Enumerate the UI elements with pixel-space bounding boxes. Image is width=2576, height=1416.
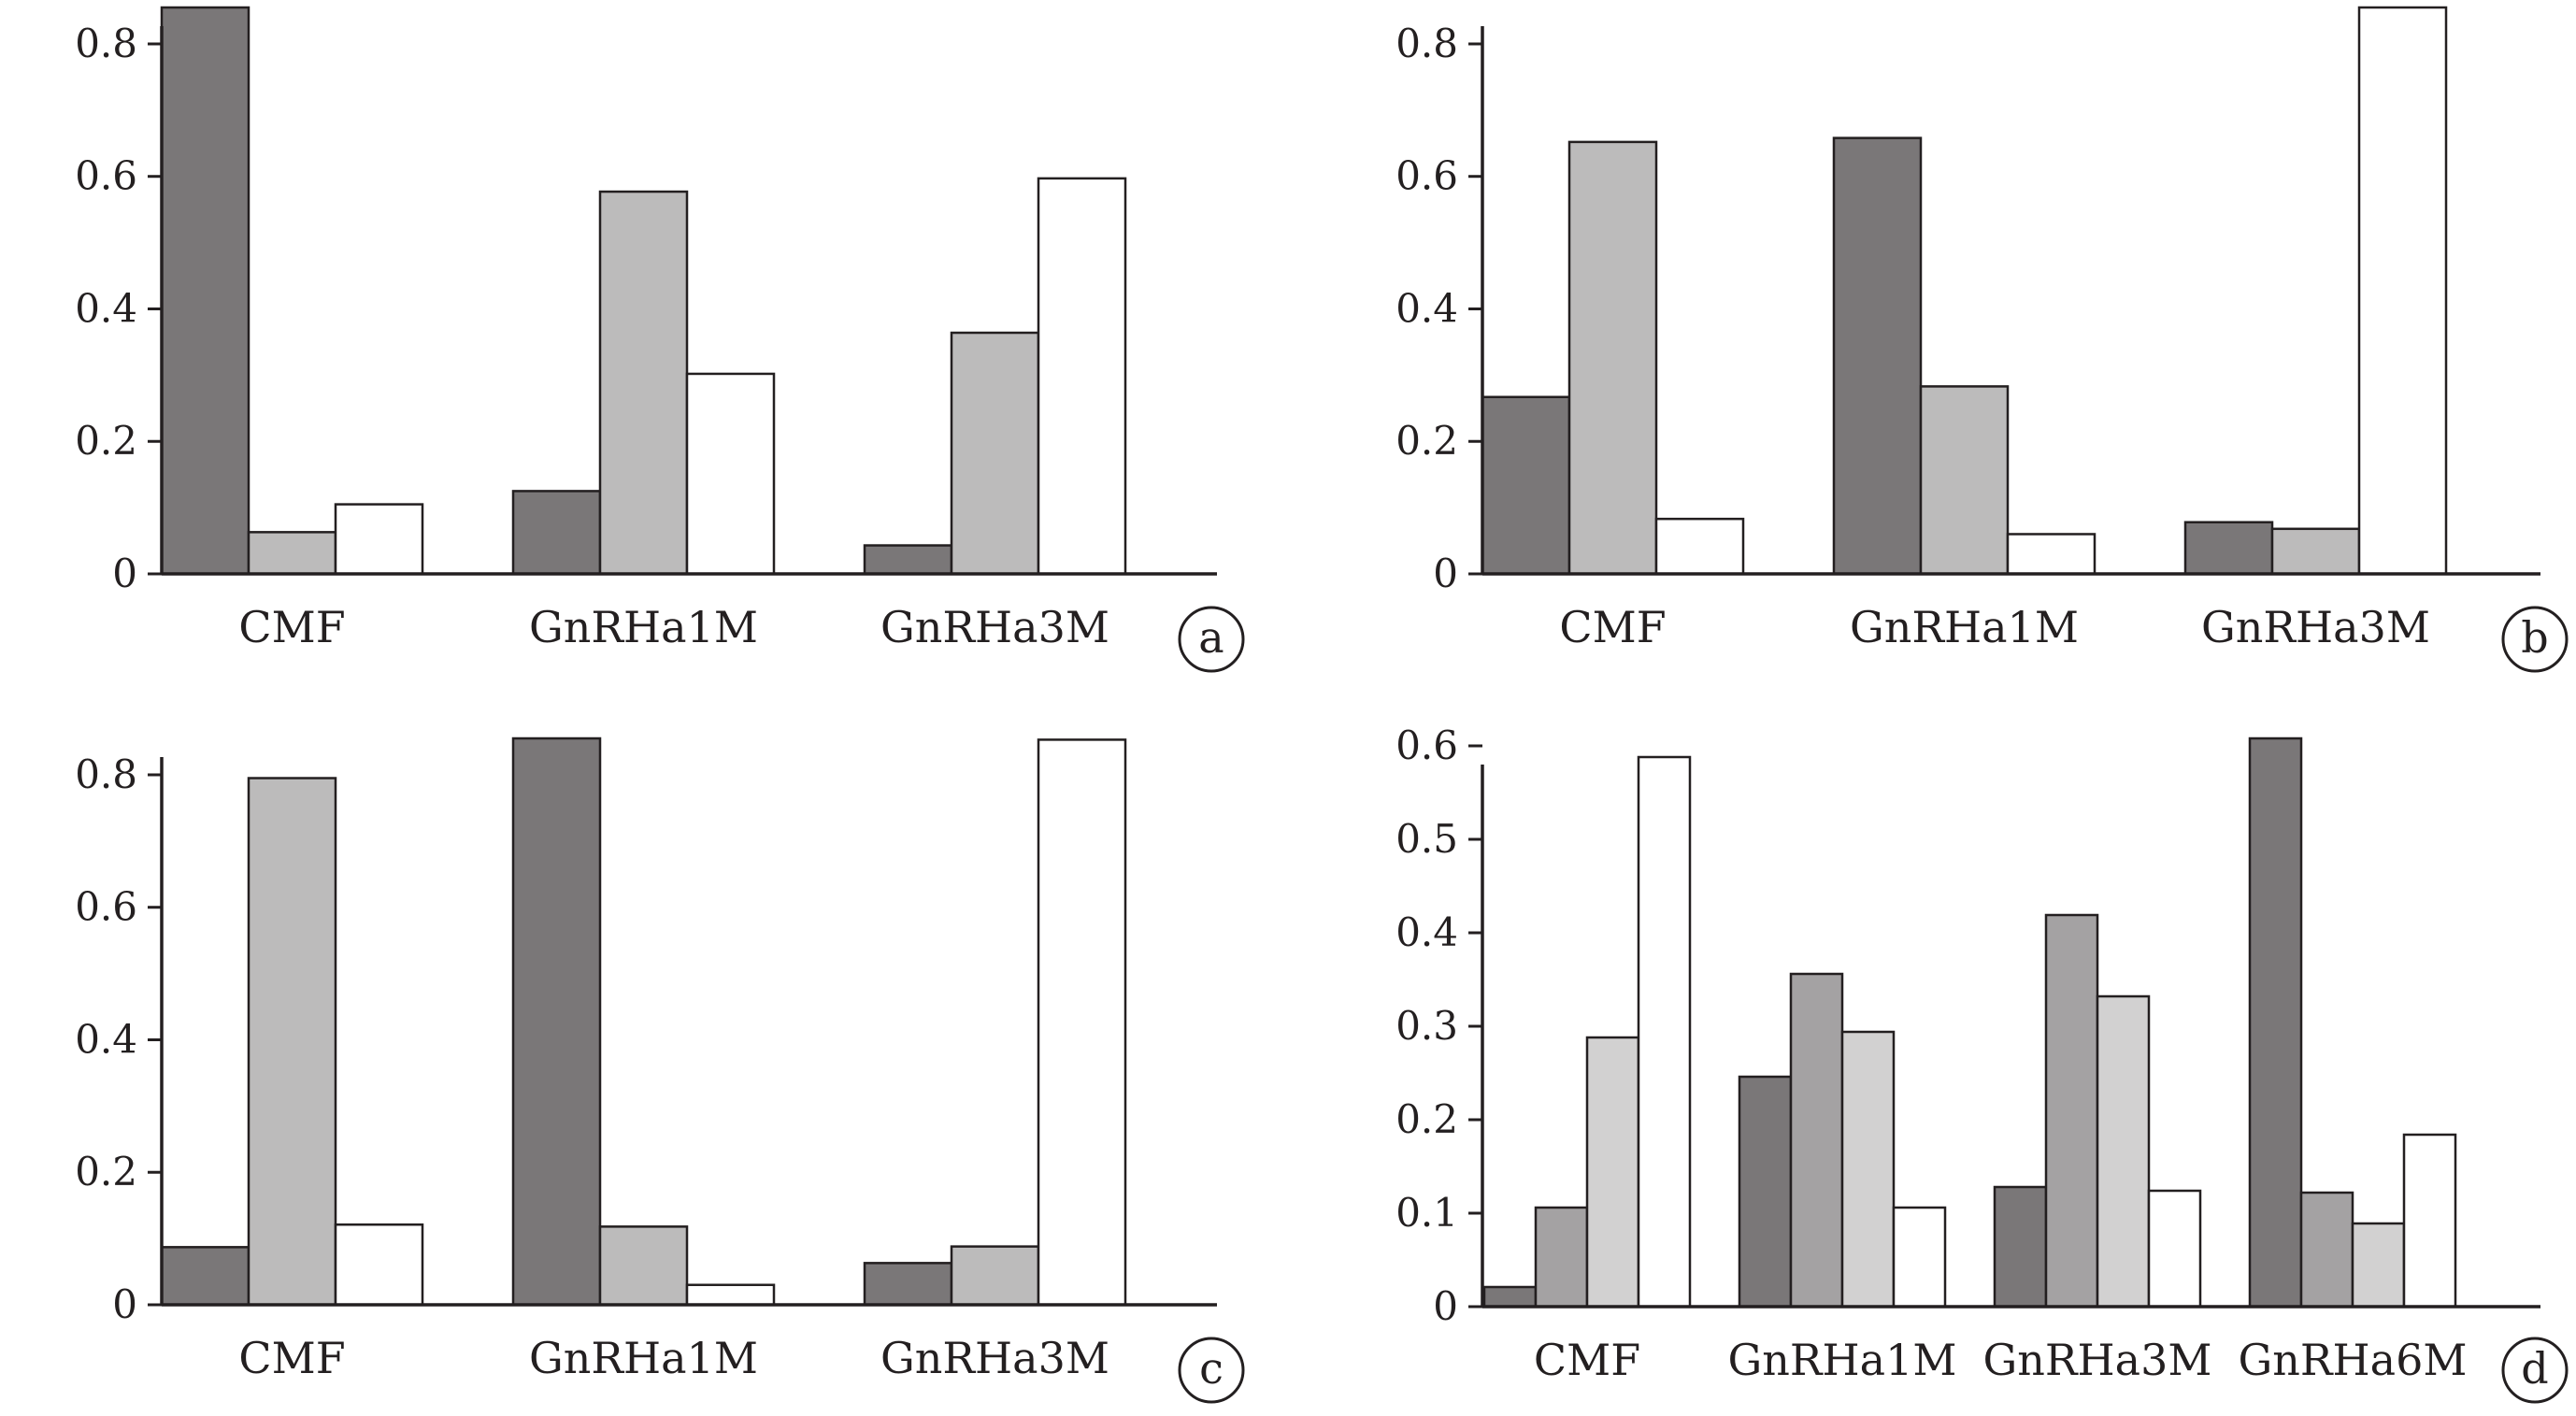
bar-a-gnrha1m-s1 — [511, 490, 602, 576]
y-tick-label-d-5: 0.5 — [1395, 816, 1458, 862]
category-label-b-gnrha1m: GnRHa1M — [1850, 602, 2079, 652]
bar-b-cmf-s2 — [1567, 140, 1658, 576]
bar-a-gnrha3m-s2 — [950, 331, 1040, 576]
y-tick-label-c-0: 0 — [112, 1281, 137, 1327]
y-tick-label-a-3: 0.6 — [75, 153, 137, 199]
bar-d-gnrha6m-s3 — [2351, 1222, 2406, 1309]
bar-d-cmf-s3 — [1585, 1036, 1640, 1309]
category-label-d-cmf: CMF — [1534, 1335, 1640, 1385]
bar-d-gnrha1m-s3 — [1840, 1030, 1896, 1309]
bar-c-cmf-s2 — [247, 777, 337, 1307]
category-label-a-cmf: CMF — [238, 602, 345, 652]
bar-d-gnrha3m-s3 — [2096, 994, 2151, 1309]
panel-label-d: d — [2521, 1343, 2548, 1394]
y-tick-label-a-1: 0.2 — [75, 418, 137, 464]
bar-d-gnrha6m-s2 — [2299, 1191, 2354, 1309]
panel-c: CMF GnRHa1M GnRHa3M 0 0.2 0.4 0.6 0.8 c — [75, 737, 1245, 1404]
category-label-a-gnrha3m: GnRHa3M — [880, 602, 1109, 652]
panel-label-circle-a — [1178, 606, 1245, 673]
category-label-c-gnrha3m: GnRHa3M — [880, 1333, 1109, 1383]
y-tick-label-d-6: 0.6 — [1395, 722, 1458, 768]
panel-label-circle-b — [2501, 606, 2569, 673]
bar-d-gnrha3m-s4 — [2147, 1189, 2202, 1309]
bar-d-gnrha3m-s2 — [2044, 913, 2099, 1309]
category-label-d-gnrha6m: GnRHa6M — [2239, 1335, 2468, 1385]
bar-d-cmf-s1 — [1482, 1285, 1538, 1309]
y-tick-label-d-0: 0 — [1433, 1283, 1458, 1329]
bar-b-gnrha3m-s2 — [2270, 527, 2361, 576]
bar-d-gnrha1m-s1 — [1738, 1075, 1793, 1309]
bar-b-gnrha3m-s3 — [2357, 6, 2448, 576]
panel-label-a: a — [1198, 612, 1224, 663]
bar-b-cmf-s3 — [1654, 517, 1745, 576]
bar-b-gnrha1m-s3 — [2006, 533, 2097, 576]
y-tick-label-b-2: 0.4 — [1395, 285, 1458, 331]
y-tick-label-c-1: 0.2 — [75, 1149, 137, 1194]
y-tick-label-d-1: 0.1 — [1395, 1190, 1458, 1236]
bar-d-gnrha6m-s1 — [2248, 737, 2303, 1309]
category-label-a-gnrha1m: GnRHa1M — [529, 602, 758, 652]
y-tick-label-d-2: 0.2 — [1395, 1096, 1458, 1142]
bar-b-gnrha3m-s1 — [2183, 521, 2274, 576]
bar-a-gnrha3m-s3 — [1037, 177, 1127, 576]
panel-b: CMF GnRHa1M GnRHa3M 0 0.2 0.4 0.6 0.8 b — [1395, 6, 2569, 673]
bar-a-cmf-s1 — [160, 6, 250, 576]
bar-a-gnrha3m-s1 — [863, 544, 953, 576]
panel-a: CMF GnRHa1M GnRHa3M 0 0.2 0.4 0.6 0.8 a — [75, 6, 1245, 673]
y-tick-label-a-0: 0 — [112, 551, 137, 596]
panel-label-c: c — [1199, 1343, 1224, 1394]
y-tick-label-b-3: 0.6 — [1395, 153, 1458, 199]
y-tick-label-a-4: 0.8 — [75, 21, 137, 66]
bar-c-cmf-s1 — [160, 1246, 250, 1307]
panel-label-circle-d — [2501, 1337, 2569, 1404]
y-tick-label-d-4: 0.4 — [1395, 909, 1458, 955]
panel-d: CMF GnRHa1M GnRHa3M GnRHa6M 0 0.1 0.2 0.3 0.4 0.5… — [1395, 722, 2569, 1404]
y-tick-label-d-3: 0.3 — [1395, 1003, 1458, 1049]
bar-c-gnrha3m-s2 — [950, 1245, 1040, 1307]
bar-c-gnrha1m-s3 — [685, 1283, 776, 1307]
bar-a-cmf-s2 — [247, 531, 337, 576]
category-label-c-gnrha1m: GnRHa1M — [529, 1333, 758, 1383]
category-label-d-gnrha1m: GnRHa1M — [1728, 1335, 1957, 1385]
bar-c-gnrha1m-s2 — [598, 1225, 689, 1307]
y-tick-label-b-0: 0 — [1433, 551, 1458, 596]
panel-label-circle-c — [1178, 1337, 1245, 1404]
bar-d-cmf-s2 — [1534, 1206, 1589, 1309]
bar-c-gnrha3m-s1 — [863, 1262, 953, 1307]
bar-c-gnrha3m-s3 — [1037, 738, 1127, 1307]
y-tick-label-c-3: 0.6 — [75, 884, 137, 930]
y-tick-label-a-2: 0.4 — [75, 285, 137, 331]
category-label-b-gnrha3m: GnRHa3M — [2201, 602, 2430, 652]
bar-c-gnrha1m-s1 — [511, 737, 602, 1307]
category-label-c-cmf: CMF — [238, 1333, 345, 1383]
bar-d-gnrha3m-s1 — [1993, 1185, 2048, 1309]
bar-b-gnrha1m-s2 — [1919, 385, 2010, 576]
bar-a-gnrha1m-s2 — [598, 190, 689, 576]
y-tick-label-b-1: 0.2 — [1395, 418, 1458, 464]
bar-d-gnrha6m-s4 — [2402, 1133, 2457, 1309]
bar-d-gnrha1m-s4 — [1892, 1206, 1947, 1309]
bar-a-cmf-s3 — [334, 503, 424, 576]
y-tick-label-b-4: 0.8 — [1395, 21, 1458, 66]
bar-d-gnrha1m-s2 — [1789, 972, 1844, 1309]
panel-label-b: b — [2521, 612, 2548, 663]
bar-b-cmf-s1 — [1481, 395, 1571, 576]
y-tick-label-c-4: 0.8 — [75, 751, 137, 797]
y-tick-label-c-2: 0.4 — [75, 1016, 137, 1062]
bar-b-gnrha1m-s1 — [1832, 136, 1923, 576]
bar-a-gnrha1m-s3 — [685, 372, 776, 576]
bar-d-cmf-s4 — [1637, 755, 1692, 1309]
bar-c-cmf-s3 — [334, 1223, 424, 1307]
category-label-b-cmf: CMF — [1559, 602, 1666, 652]
category-label-d-gnrha3m: GnRHa3M — [1983, 1335, 2212, 1385]
